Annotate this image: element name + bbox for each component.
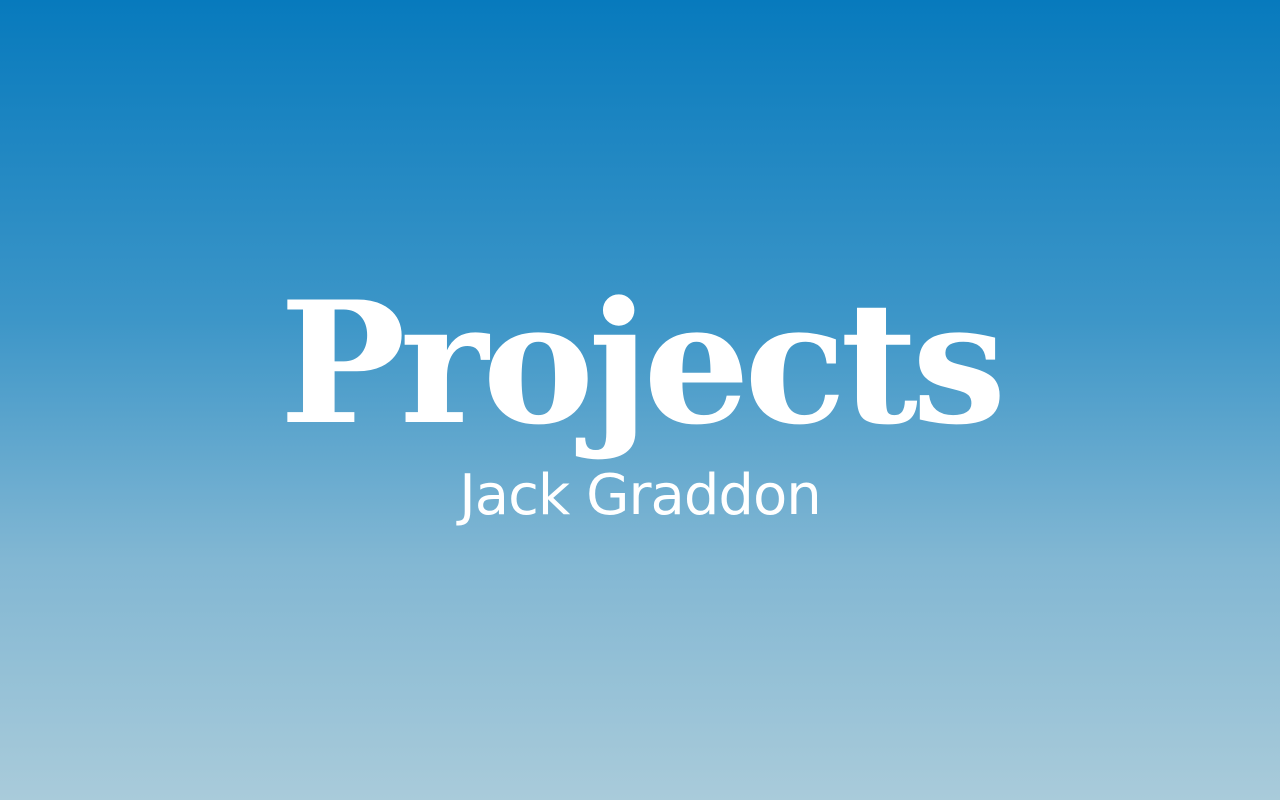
page-title: Projects	[279, 264, 1006, 462]
author-name: Jack Graddon	[459, 463, 821, 528]
